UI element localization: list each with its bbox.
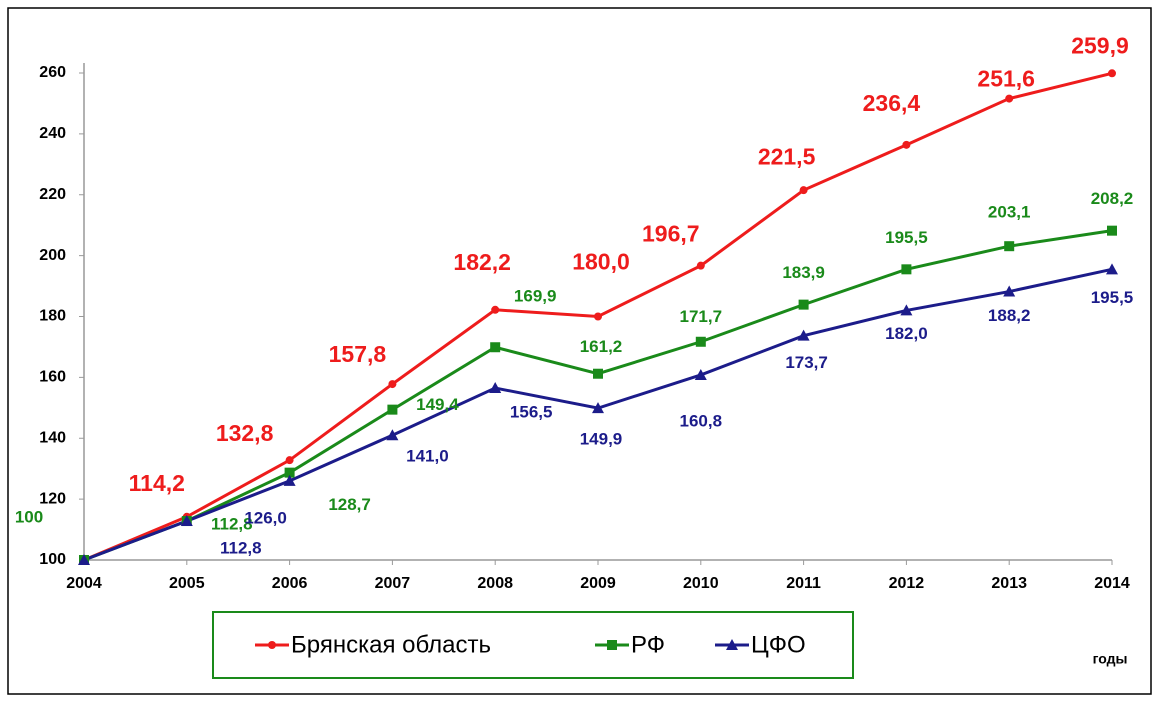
marker (387, 404, 398, 415)
marker (1107, 225, 1117, 236)
marker (1108, 69, 1116, 78)
marker (283, 474, 296, 486)
marker (1005, 94, 1014, 103)
marker (799, 186, 808, 195)
data-label: 100 (15, 507, 43, 526)
y-tick-label: 200 (39, 247, 66, 264)
data-label: 149,9 (580, 430, 623, 449)
x-tick-label: 2009 (580, 575, 616, 592)
marker (489, 382, 502, 394)
marker (1004, 241, 1015, 252)
data-label: 208,2 (1091, 189, 1134, 208)
marker (78, 554, 90, 565)
y-tick-label: 120 (39, 490, 66, 507)
legend-marker (607, 640, 617, 650)
data-label: 132,8 (216, 420, 274, 446)
data-label: 171,7 (680, 307, 723, 326)
data-label: 195,5 (885, 228, 928, 247)
marker (388, 380, 397, 389)
data-label: 236,4 (863, 90, 921, 116)
x-tick-label: 2005 (169, 575, 205, 592)
data-label: 182,0 (885, 324, 928, 343)
data-label: 203,1 (988, 203, 1031, 222)
y-tick-label: 140 (39, 429, 66, 446)
marker (900, 304, 913, 316)
marker (696, 261, 705, 270)
x-tick-label: 2008 (477, 575, 513, 592)
marker (798, 299, 809, 310)
x-tick-label: 2012 (889, 575, 925, 592)
data-label: 183,9 (782, 263, 825, 282)
x-axis-label: годы (1093, 651, 1128, 667)
data-label: 114,2 (129, 470, 185, 496)
y-tick-label: 240 (39, 125, 66, 142)
marker (490, 342, 501, 353)
x-tick-label: 2013 (991, 575, 1027, 592)
data-label: 195,5 (1091, 288, 1134, 307)
marker (797, 329, 810, 341)
legend-marker (268, 641, 276, 649)
data-label: 259,9 (1071, 32, 1129, 58)
frame (7, 7, 1152, 695)
marker (593, 368, 603, 379)
x-tick-label: 2014 (1094, 575, 1130, 592)
data-label: 160,8 (680, 411, 723, 430)
data-label: 251,6 (977, 66, 1035, 92)
marker (386, 429, 399, 441)
series-line (83, 229, 1113, 562)
legend-marker (726, 639, 738, 650)
marker (1106, 263, 1118, 275)
x-tick-label: 2004 (66, 575, 102, 592)
y-tick-label: 180 (39, 308, 66, 325)
marker (594, 312, 602, 321)
x-tick-label: 2007 (375, 575, 411, 592)
marker (902, 140, 911, 149)
marker (901, 264, 912, 275)
y-tick-label: 220 (39, 186, 66, 203)
marker (180, 515, 193, 527)
data-label: 157,8 (329, 341, 387, 367)
y-tick-label: 160 (39, 369, 66, 386)
data-label: 196,7 (642, 221, 700, 247)
y-tick-label: 100 (39, 551, 66, 568)
data-label: 182,2 (453, 249, 511, 275)
marker (284, 467, 295, 478)
marker (285, 456, 294, 465)
data-label: 141,0 (406, 447, 449, 466)
legend-label: Брянская область (291, 631, 491, 658)
data-label: 112,8 (211, 515, 253, 534)
legend-label: ЦФО (751, 631, 806, 658)
marker (592, 402, 604, 414)
x-tick-label: 2011 (786, 575, 821, 592)
marker (695, 336, 706, 347)
data-label: 156,5 (510, 403, 553, 422)
data-label: 149,4 (416, 395, 459, 414)
data-label: 161,2 (580, 337, 623, 356)
data-label: 126,0 (244, 508, 287, 527)
marker (694, 368, 707, 380)
data-label: 180,0 (572, 249, 630, 275)
data-label: 188,2 (988, 306, 1031, 325)
data-label: 112,8 (220, 539, 262, 558)
data-label: 128,7 (328, 495, 371, 514)
marker (491, 305, 500, 314)
data-label: 173,7 (785, 353, 828, 372)
legend-label: РФ (631, 631, 665, 658)
data-label: 221,5 (758, 143, 816, 169)
x-tick-label: 2010 (683, 575, 719, 592)
marker (1003, 285, 1016, 297)
y-tick-label: 260 (39, 64, 66, 81)
data-label: 169,9 (514, 287, 557, 306)
x-tick-label: 2006 (272, 575, 308, 592)
